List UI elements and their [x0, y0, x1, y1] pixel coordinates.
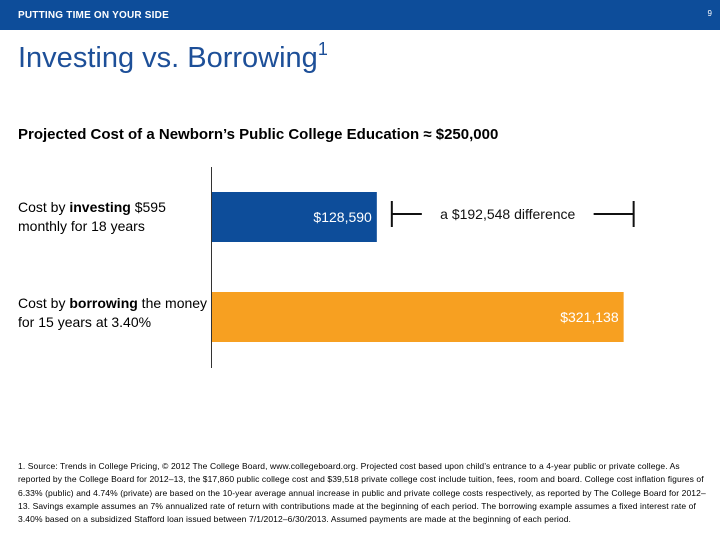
title-footnote-marker: 1 [317, 39, 328, 59]
page-title-text: Investing vs. Borrowing [18, 42, 318, 74]
row-label-investing: Cost by investing $595 monthly for 18 ye… [18, 198, 208, 236]
bar-investing [212, 192, 377, 242]
row-label-prefix: Cost by [18, 199, 70, 215]
difference-label: a $192,548 difference [440, 206, 575, 222]
row-label-emphasis: borrowing [69, 295, 138, 311]
footnote: 1. Source: Trends in College Pricing, © … [18, 461, 706, 525]
row-label-prefix: Cost by [18, 295, 70, 311]
page-title: Investing vs. Borrowing1 [18, 39, 328, 75]
data-label-borrowing: $321,138 [560, 309, 619, 325]
chart-subtitle: Projected Cost of a Newborn’s Public Col… [18, 126, 499, 143]
bar-borrowing [212, 292, 624, 342]
row-label-suffix: the money for 15 years at 3.40% [18, 295, 208, 330]
data-label-investing: $128,590 [313, 209, 372, 225]
page-number: 9 [707, 9, 712, 18]
row-label-suffix: $595 monthly for 18 years [18, 199, 166, 234]
row-label-emphasis: investing [69, 199, 131, 215]
header-bar: PUTTING TIME ON YOUR SIDE 9 [0, 0, 720, 30]
section-label: PUTTING TIME ON YOUR SIDE [18, 10, 169, 21]
row-label-borrowing: Cost by borrowing the money for 15 years… [18, 294, 208, 332]
